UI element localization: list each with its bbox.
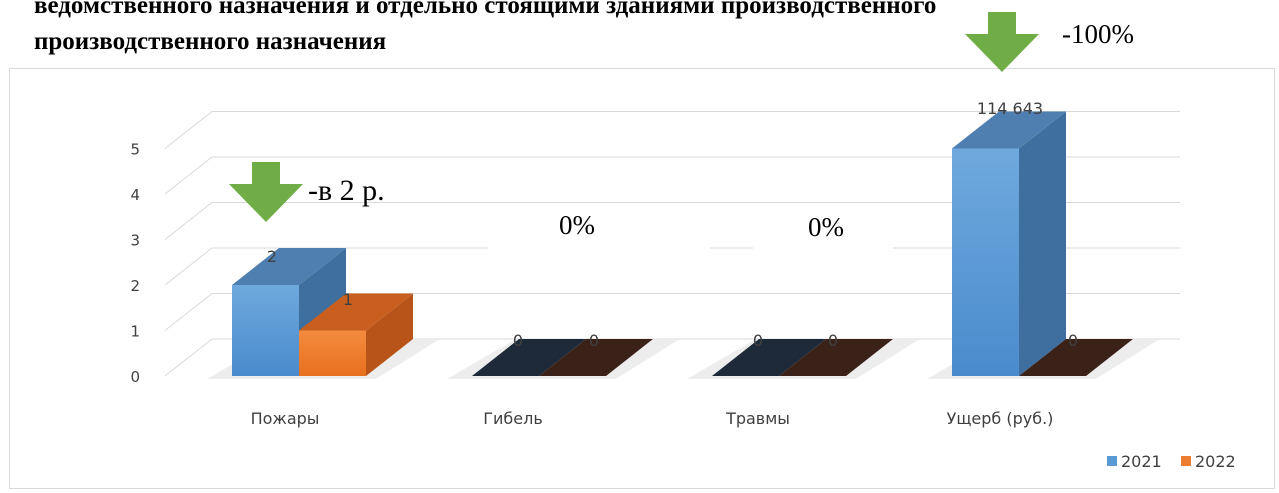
data-label: 0: [1068, 331, 1078, 350]
legend: 2021 2022: [1107, 452, 1236, 471]
label-backdrop: [488, 208, 710, 260]
legend-swatch: [1107, 456, 1117, 466]
bar-2021-1: [472, 339, 586, 376]
bar-zero-floor: [1019, 339, 1133, 376]
category-labels: Пожары Гибель Травмы Ущерб (руб.): [251, 409, 1054, 428]
y-tick-label: 2: [130, 277, 140, 295]
bar-top: [299, 293, 413, 331]
y-tick-label: 1: [130, 323, 140, 341]
y-tick-label: 4: [130, 186, 140, 204]
bar-zero-floor: [539, 339, 653, 376]
legend-swatch: [1181, 456, 1191, 466]
bar-top: [232, 248, 346, 285]
legend-label: 2022: [1195, 452, 1236, 471]
data-label: 0: [589, 331, 599, 350]
bar-2021-3: [952, 111, 1066, 376]
bar-zero-floor: [472, 339, 586, 376]
annotation-label: 0%: [559, 210, 595, 240]
bar-zero-floor: [712, 339, 826, 376]
bar-zero-floor: [779, 339, 893, 376]
bar-front: [952, 148, 1019, 376]
bar-2022-3: [1019, 339, 1133, 376]
bar-2021-2: [712, 339, 826, 376]
data-labels: 2 1 0 0 0 0 114 643 0: [267, 99, 1078, 350]
data-label: 0: [828, 331, 838, 350]
annotation-label: -100%: [1062, 19, 1134, 49]
category-label: Гибель: [483, 409, 543, 428]
bar-2022-0: [299, 293, 413, 376]
category-label: Пожары: [251, 409, 320, 428]
data-label: 0: [753, 331, 763, 350]
bar-side: [1019, 111, 1066, 376]
category-label: Травмы: [725, 409, 790, 428]
annotations: -в 2 р. 0% 0% -100%: [229, 12, 1134, 260]
bar-front: [232, 285, 299, 376]
bars: [207, 111, 1158, 379]
data-label: 0: [513, 331, 523, 350]
y-tick-label: 5: [130, 141, 140, 159]
label-backdrop: [753, 208, 893, 260]
down-arrow-icon: [965, 12, 1039, 72]
data-label: 1: [343, 290, 353, 309]
annotation-label: -в 2 р.: [308, 174, 385, 207]
gridline: [164, 111, 1180, 149]
heading-line-1: ведомственного назначения и отдельно сто…: [34, 0, 937, 19]
y-axis-ticks: 0 1 2 3 4 5: [130, 141, 140, 387]
page-heading: ведомственного назначения и отдельно сто…: [34, 0, 936, 60]
y-tick-label: 0: [130, 368, 140, 386]
data-label: 114 643: [977, 99, 1043, 118]
data-label: 2: [267, 247, 277, 266]
bar-2022-1: [539, 339, 653, 376]
bar-side: [366, 293, 413, 376]
bar-top: [952, 111, 1066, 149]
gridline: [164, 156, 1180, 195]
annotation-label: 0%: [808, 212, 844, 242]
bar-front: [299, 330, 366, 376]
bar-2022-2: [779, 339, 893, 376]
down-arrow-icon: [229, 162, 303, 222]
legend-label: 2021: [1121, 452, 1162, 471]
category-label: Ущерб (руб.): [947, 409, 1054, 428]
gridline: [164, 202, 1180, 240]
heading-line-2: производственного назначения: [34, 28, 387, 55]
y-tick-label: 3: [130, 232, 140, 250]
gridline: [164, 293, 1180, 331]
